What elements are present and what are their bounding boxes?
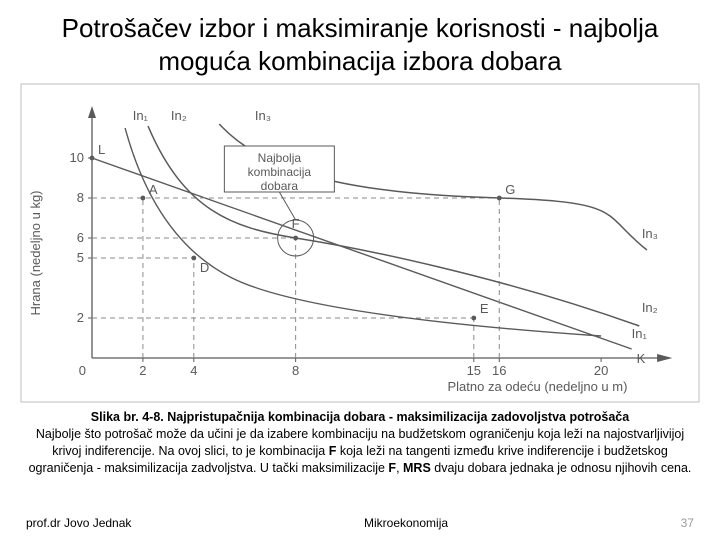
svg-text:0: 0 xyxy=(79,363,86,378)
svg-text:In₁: In₁ xyxy=(133,108,149,123)
svg-text:In₂: In₂ xyxy=(642,300,658,315)
svg-text:10: 10 xyxy=(70,150,84,165)
svg-text:In₃: In₃ xyxy=(255,108,271,123)
caption-text-3: , xyxy=(396,461,403,475)
footer-subject: Mikroekonomija xyxy=(364,516,448,530)
caption-text-4: dvaju dobara jednaka je odnosu njihovih … xyxy=(431,461,692,475)
svg-text:F: F xyxy=(292,216,300,231)
svg-text:Platno za odeću (nedeljno u m): Platno za odeću (nedeljno u m) xyxy=(447,379,627,394)
svg-text:G: G xyxy=(505,182,515,197)
svg-text:Hrana (nedeljno u kg): Hrana (nedeljno u kg) xyxy=(28,190,43,315)
svg-text:In₂: In₂ xyxy=(171,108,187,123)
svg-text:dobara: dobara xyxy=(261,179,299,193)
svg-text:kombinacija: kombinacija xyxy=(248,165,312,179)
page-title: Potrošačev izbor i maksimiranje korisnos… xyxy=(0,0,720,83)
caption-bold-MRS: MRS xyxy=(403,461,431,475)
caption-bold-F2: F xyxy=(388,461,396,475)
svg-text:20: 20 xyxy=(594,363,608,378)
svg-text:Najbolja: Najbolja xyxy=(258,151,302,165)
svg-text:8: 8 xyxy=(77,190,84,205)
svg-text:16: 16 xyxy=(492,363,506,378)
svg-text:D: D xyxy=(200,260,209,275)
svg-text:K: K xyxy=(637,351,646,366)
footer-author: prof.dr Jovo Jednak xyxy=(26,516,131,530)
svg-text:A: A xyxy=(149,182,158,197)
svg-text:5: 5 xyxy=(77,250,84,265)
figure-caption: Slika br. 4-8. Najpristupačnija kombinac… xyxy=(0,403,720,477)
slide-footer: prof.dr Jovo Jednak Mikroekonomija 37 xyxy=(0,516,720,530)
svg-text:15: 15 xyxy=(467,363,481,378)
svg-text:2: 2 xyxy=(139,363,146,378)
svg-text:6: 6 xyxy=(77,230,84,245)
indifference-chart: 2 5 6 8 10 2 4 8 15 16 20 0 Hrana (nedeljno u kg) Pla… xyxy=(20,83,700,403)
caption-heading: Slika br. 4-8. Najpristupačnija kombinac… xyxy=(91,410,629,424)
svg-text:8: 8 xyxy=(292,363,299,378)
svg-text:2: 2 xyxy=(77,310,84,325)
svg-text:In₃: In₃ xyxy=(642,226,658,241)
svg-text:In₁: In₁ xyxy=(632,326,648,341)
svg-text:L: L xyxy=(98,142,105,157)
svg-text:E: E xyxy=(480,301,489,316)
svg-text:4: 4 xyxy=(190,363,197,378)
page-number: 37 xyxy=(681,516,694,530)
